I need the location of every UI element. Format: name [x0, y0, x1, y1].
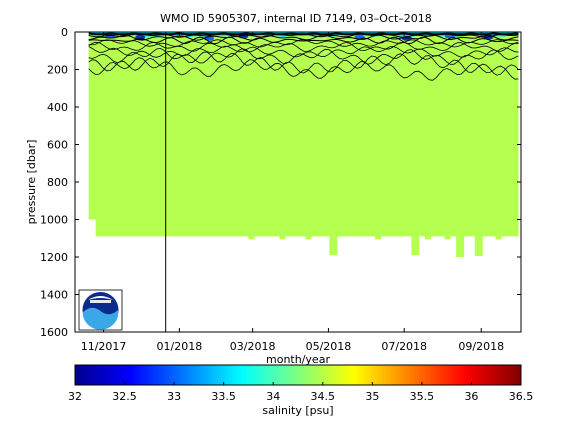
noaa-logo-bird — [88, 296, 113, 300]
colorbar-tick-label: 33.5 — [211, 390, 236, 403]
salinity-fill-main — [88, 32, 519, 237]
colorbar-tick-label: 33 — [167, 390, 181, 403]
profile-depth-notch — [279, 235, 286, 240]
salinity-contour-line — [88, 39, 519, 48]
colorbar-tick-label: 36 — [464, 390, 478, 403]
salinity-contour-line — [88, 51, 519, 76]
noaa-logo — [78, 289, 123, 331]
y-tick-label: 0 — [61, 26, 68, 39]
colorbar-label: salinity [psu] — [262, 404, 333, 417]
deep-profile-extension — [411, 235, 420, 256]
y-tick-label: 1200 — [40, 251, 68, 264]
salinity-contour-line — [88, 45, 519, 58]
deep-profile-extension — [474, 235, 483, 257]
plot-area: 11/2017 01/2018 03/2018 05/2018 07/2018 09/20… — [40, 26, 522, 353]
colorbar-tick-label: 32.5 — [112, 390, 137, 403]
colorbar-tick-label: 34.5 — [311, 390, 336, 403]
x-axis-ticks: 11/2017 01/2018 03/2018 05/2018 07/2018 09/20… — [81, 32, 504, 353]
profile-depth-notch — [495, 235, 502, 240]
deep-profile-extension — [329, 235, 338, 256]
contour-lines-layer — [88, 32, 519, 81]
colorbar-tick-label: 36.5 — [509, 390, 534, 403]
x-tick-label: 09/2018 — [458, 340, 504, 353]
noaa-logo-wave — [83, 307, 118, 330]
colorbar-tick-label: 34 — [266, 390, 280, 403]
salinity-fill-layer — [88, 32, 519, 257]
surface-contour-band — [88, 32, 519, 36]
colorbar-ticks: 32 32.5 33 33.5 34 34.5 35 35.5 36 36.5 — [68, 382, 533, 403]
colorbar-tick-label: 35.5 — [410, 390, 435, 403]
y-tick-label: 1600 — [40, 326, 68, 339]
y-tick-label: 800 — [47, 176, 68, 189]
profile-depth-notch — [375, 235, 382, 240]
y-tick-label: 400 — [47, 101, 68, 114]
profile-depth-notch — [248, 235, 255, 240]
y-tick-label: 600 — [47, 139, 68, 152]
noaa-logo-band — [90, 300, 111, 303]
x-tick-label: 03/2018 — [230, 340, 276, 353]
y-axis-ticks: 0 200 400 600 800 1000 1200 1400 1600 — [40, 26, 521, 339]
y-tick-label: 200 — [47, 64, 68, 77]
salinity-contour-line — [88, 57, 519, 81]
y-axis-label: pressure [dbar] — [25, 140, 38, 225]
salinity-contour-line — [88, 41, 519, 53]
colorbar-tick-label: 35 — [365, 390, 379, 403]
deep-profile-extension — [456, 235, 465, 257]
salinity-contour-line — [88, 36, 519, 45]
y-tick-label: 1000 — [40, 214, 68, 227]
profile-depth-notch — [444, 235, 451, 240]
profile-depth-notch — [305, 235, 312, 240]
x-tick-label: 01/2018 — [157, 340, 203, 353]
x-tick-label: 07/2018 — [381, 340, 427, 353]
x-tick-label: 05/2018 — [306, 340, 352, 353]
colorbar-tick-label: 32 — [68, 390, 82, 403]
colorbar-gradient — [74, 364, 522, 386]
profile-depth-notch — [424, 235, 431, 240]
x-tick-label: 11/2017 — [81, 340, 127, 353]
chart-title: WMO ID 5905307, internal ID 7149, 03–Oct… — [160, 12, 432, 25]
salinity-contour-line — [88, 47, 519, 65]
y-tick-label: 1400 — [40, 289, 68, 302]
colorbar: 32 32.5 33 33.5 34 34.5 35 35.5 36 36.5 salinity … — [68, 364, 533, 417]
x-axis-label: month/year — [266, 353, 330, 366]
